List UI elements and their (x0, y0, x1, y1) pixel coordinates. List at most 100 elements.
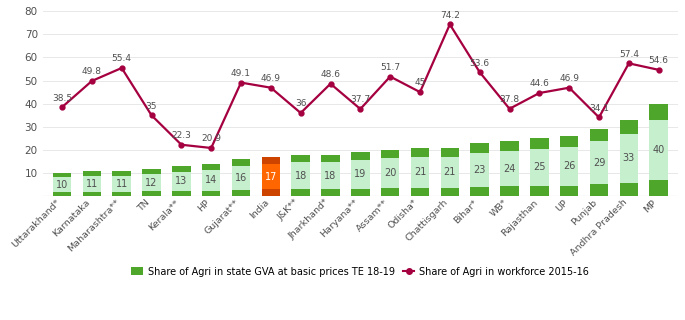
Bar (620, 183, 638, 196)
Text: 21: 21 (414, 167, 426, 177)
Bar (649, 104, 668, 120)
Bar (351, 152, 370, 196)
Bar (262, 157, 280, 196)
Text: 25: 25 (533, 163, 545, 172)
Bar (53, 173, 71, 177)
Bar (262, 189, 280, 196)
Bar (620, 120, 638, 196)
Text: 10: 10 (56, 180, 68, 190)
Text: 46.9: 46.9 (559, 74, 580, 83)
Text: 48.6: 48.6 (321, 70, 340, 79)
Bar (53, 192, 71, 196)
Text: 44.6: 44.6 (530, 79, 549, 88)
Text: 74.2: 74.2 (440, 11, 460, 20)
Text: 37.8: 37.8 (499, 95, 519, 104)
Bar (440, 188, 459, 196)
Text: 49.8: 49.8 (82, 67, 102, 76)
Text: 36: 36 (295, 99, 306, 108)
Bar (112, 192, 131, 196)
Text: 17: 17 (264, 172, 277, 182)
Text: 29: 29 (593, 158, 605, 168)
Bar (83, 171, 101, 176)
Text: 45: 45 (414, 78, 425, 87)
Bar (142, 169, 161, 196)
Bar (560, 136, 578, 196)
Text: 12: 12 (145, 178, 158, 188)
Bar (112, 171, 131, 196)
Bar (232, 159, 250, 166)
Bar (530, 186, 549, 196)
Bar (142, 191, 161, 196)
Text: 33: 33 (623, 153, 635, 163)
Bar (530, 139, 549, 196)
Bar (232, 159, 250, 196)
Bar (411, 148, 429, 156)
Bar (232, 190, 250, 196)
Text: 40: 40 (653, 145, 664, 155)
Bar (560, 136, 578, 147)
Bar (321, 155, 340, 162)
Bar (440, 148, 459, 156)
Bar (291, 189, 310, 196)
Bar (471, 143, 489, 196)
Bar (83, 171, 101, 196)
Text: 54.6: 54.6 (649, 56, 669, 65)
Bar (321, 189, 340, 196)
Text: 53.6: 53.6 (470, 59, 490, 68)
Text: 57.4: 57.4 (619, 50, 639, 59)
Text: 26: 26 (563, 161, 575, 171)
Bar (291, 155, 310, 162)
Bar (202, 191, 221, 196)
Text: 34.1: 34.1 (589, 104, 609, 113)
Text: 14: 14 (205, 175, 217, 185)
Bar (381, 188, 399, 196)
Text: 18: 18 (295, 171, 307, 180)
Bar (291, 155, 310, 196)
Text: 20.9: 20.9 (201, 134, 221, 143)
Bar (471, 187, 489, 196)
Bar (649, 104, 668, 196)
Text: 20: 20 (384, 168, 397, 178)
Bar (500, 187, 519, 196)
Text: 11: 11 (116, 179, 128, 189)
Bar (530, 139, 549, 149)
Bar (202, 164, 221, 170)
Bar (590, 129, 608, 196)
Text: 35: 35 (146, 102, 158, 111)
Bar (381, 150, 399, 158)
Bar (411, 188, 429, 196)
Bar (172, 166, 190, 172)
Bar (262, 157, 280, 164)
Bar (112, 171, 131, 176)
Text: 13: 13 (175, 176, 188, 186)
Bar (202, 164, 221, 196)
Text: 38.5: 38.5 (52, 93, 72, 102)
Bar (649, 180, 668, 196)
Text: 55.4: 55.4 (112, 54, 132, 63)
Bar (172, 191, 190, 196)
Text: 21: 21 (444, 167, 456, 177)
Text: 49.1: 49.1 (231, 69, 251, 78)
Bar (590, 129, 608, 141)
Bar (440, 148, 459, 196)
Bar (381, 150, 399, 196)
Bar (172, 166, 190, 196)
Legend: Share of Agri in state GVA at basic prices TE 18-19, Share of Agri in workforce : Share of Agri in state GVA at basic pric… (127, 263, 593, 281)
Bar (471, 143, 489, 153)
Bar (500, 141, 519, 196)
Text: 22.3: 22.3 (171, 131, 191, 140)
Bar (321, 155, 340, 196)
Text: 18: 18 (325, 171, 336, 180)
Bar (500, 141, 519, 151)
Bar (590, 184, 608, 196)
Text: 46.9: 46.9 (261, 74, 281, 83)
Text: 24: 24 (503, 164, 516, 174)
Bar (560, 186, 578, 196)
Bar (53, 173, 71, 196)
Text: 16: 16 (235, 173, 247, 183)
Bar (142, 169, 161, 174)
Bar (83, 192, 101, 196)
Text: 37.7: 37.7 (350, 95, 371, 104)
Bar (620, 120, 638, 134)
Text: 51.7: 51.7 (380, 63, 400, 72)
